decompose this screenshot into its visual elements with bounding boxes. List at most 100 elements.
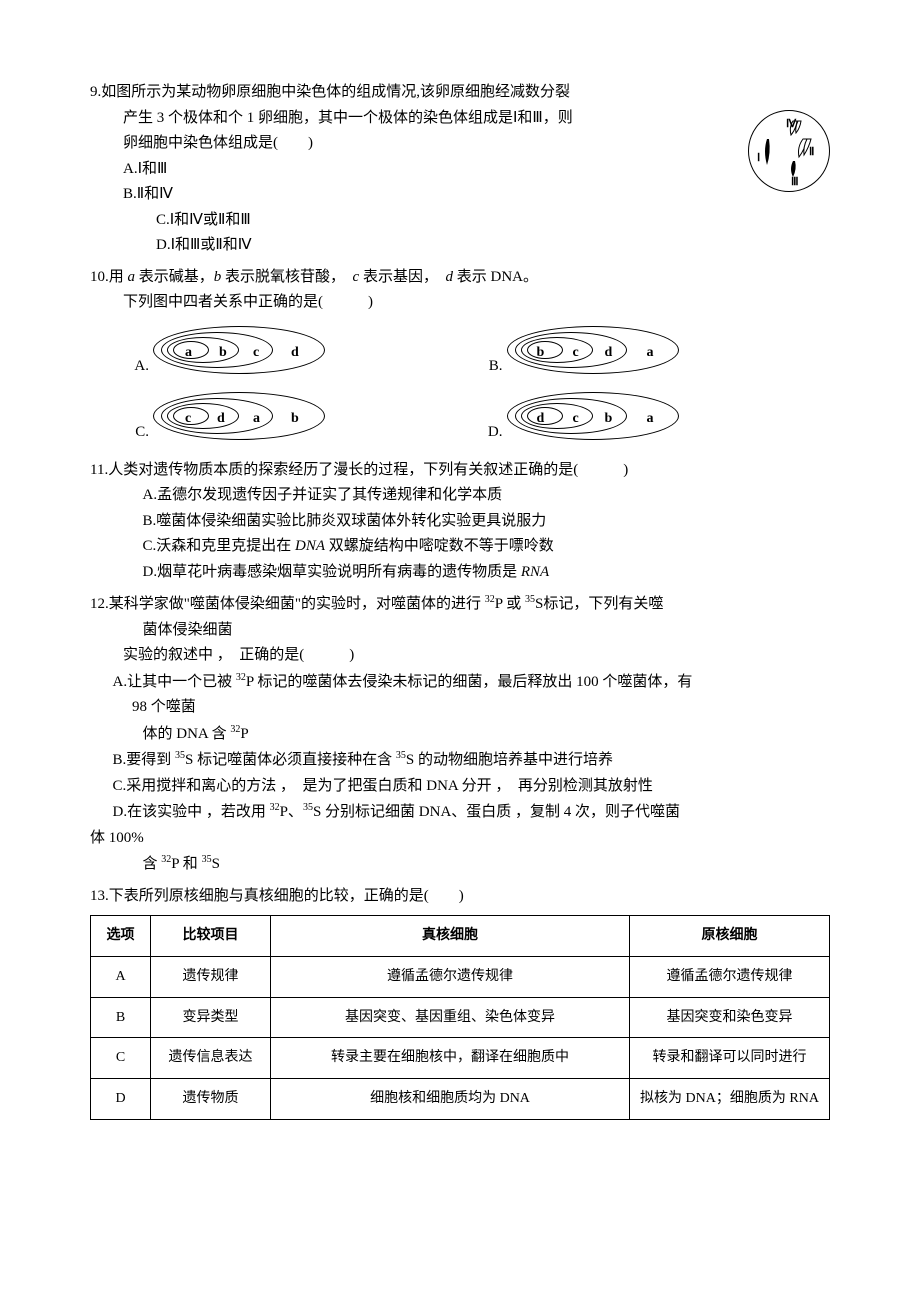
q12-stem-l1: 12.某科学家做"噬菌体侵染细菌"的实验时，对噬菌体的进行 32P 或 35S标… [90,591,830,618]
cell-circle: Ⅰ Ⅱ Ⅲ Ⅳ [748,110,830,192]
q10-stem-l2: 下列图中四者关系中正确的是( ) [90,290,830,316]
q10-opt-d: D. d c b a [477,386,831,446]
q11-number: 11. [90,462,108,478]
cell: D [91,1079,151,1120]
q10-c-label: C. [123,420,153,446]
cell: 遗传信息表达 [151,1038,271,1079]
q12-d2a: 含 [143,856,162,872]
th-0: 选项 [91,916,151,957]
q12-bb: S 标记噬菌体必须直接接种在含 [185,752,396,768]
q11-stem-text: 人类对遗传物质本质的探索经历了漫长的过程，下列有关叙述正确的是( ) [108,462,628,478]
cell: 拟核为 DNA；细胞质为 RNA [630,1079,830,1120]
q10-stem-l1: 10.用 a 表示碱基，b 表示脱氧核苷酸， c 表示基因， d 表示 DNA。 [90,265,830,291]
cell: 变异类型 [151,997,271,1038]
q12-s1b: P 或 [495,596,525,612]
q10-c-l1: d [217,407,225,431]
q10-a-diagram: a b c d [153,320,333,380]
var-d: d [445,269,453,285]
q12-opt-b: B.要得到 35S 标记噬菌体必须直接接种在含 35S 的动物细胞培养基中进行培… [90,747,830,774]
iso-s35-5: 35 [202,854,212,865]
q12-bc: S 的动物细胞培养基中进行培养 [406,752,613,768]
q12-number: 12. [90,596,109,612]
q12-s1c: S标记，下列有关噬 [535,596,663,612]
cell: 遵循孟德尔遗传规律 [271,956,630,997]
q10-d-l0: d [537,407,545,431]
q9-figure: Ⅰ Ⅱ Ⅲ Ⅳ [728,80,830,192]
q9-options: A.Ⅰ和Ⅲ B.Ⅱ和Ⅳ C.Ⅰ和Ⅳ或Ⅱ和Ⅲ D.Ⅰ和Ⅲ或Ⅱ和Ⅳ [90,157,718,259]
var-b: b [214,269,222,285]
iso-s35-4: 35 [303,802,313,813]
question-12: 12.某科学家做"噬菌体侵染细菌"的实验时，对噬菌体的进行 32P 或 35S标… [90,591,830,878]
q9-stem: 9.如图所示为某动物卵原细胞中染色体的组成情况,该卵原细胞经减数分裂 [90,80,718,106]
question-9: 9.如图所示为某动物卵原细胞中染色体的组成情况,该卵原细胞经减数分裂 产生 3 … [90,80,830,259]
q10-opt-c: C. c d a b [123,386,477,446]
q12-opt-a-l1: A.让其中一个已被 32P 标记的噬菌体去侵染未标记的细菌，最后释放出 100 … [90,669,830,696]
q9-opt-a: A.Ⅰ和Ⅲ [123,157,718,183]
iso-p32-1: 32 [485,594,495,605]
iso-p32-4: 32 [270,802,280,813]
q11-opt-a: A.孟德尔发现遗传因子并证实了其传递规律和化学本质 [90,483,830,509]
q12-d1a: D.在该实验中 ，若改用 [113,804,270,820]
q12-d2c: S [212,856,220,872]
q10-number: 10. [90,269,109,285]
q10-d-l1: c [573,407,579,431]
table-row: D 遗传物质 细胞核和细胞质均为 DNA 拟核为 DNA；细胞质为 RNA [91,1079,830,1120]
iso-s35-2: 35 [175,750,185,761]
q11-stem: 11.人类对遗传物质本质的探索经历了漫长的过程，下列有关叙述正确的是( ) [90,458,830,484]
q10-c-diagram: c d a b [153,386,333,446]
q10-a-l2: c [253,341,259,365]
cell: 基因突变和染色变异 [630,997,830,1038]
q10-a-l3: d [291,341,299,365]
q12-opt-a-l3: 体的 DNA 含 32P [90,721,830,748]
q9-opt-b: B.Ⅱ和Ⅳ [123,182,718,208]
label-ii: Ⅱ [809,143,814,162]
q10-b-label: B. [477,354,507,380]
cell: 遗传规律 [151,956,271,997]
q11-d-ital: RNA [521,564,549,580]
q10-opt-b: B. b c d a [477,320,831,380]
q12-opt-d-l1: D.在该实验中 ，若改用 32P、35S 分别标记细菌 DNA、蛋白质 ，复制 … [90,799,830,826]
q10-opt-a: A. a b c d [123,320,477,380]
q9-text-column: 9.如图所示为某动物卵原细胞中染色体的组成情况,该卵原细胞经减数分裂 产生 3 … [90,80,718,259]
q10-c-l2: a [253,407,260,431]
question-10: 10.用 a 表示碱基，b 表示脱氧核苷酸， c 表示基因， d 表示 DNA。… [90,265,830,452]
q12-opt-d-l2: 含 32P 和 35S [90,851,830,878]
cell: 基因突变、基因重组、染色体变异 [271,997,630,1038]
q12-opt-a-l2: 98 个噬菌 [90,695,830,721]
q10-b-l0: b [537,341,545,365]
q9-line2: 产生 3 个极体和个 1 卵细胞，其中一个极体的染色体组成是Ⅰ和Ⅲ，则 [90,106,718,132]
q10-options-grid: A. a b c d B. b c d a [90,320,830,452]
cell: 细胞核和细胞质均为 DNA [271,1079,630,1120]
label-iii: Ⅲ [791,173,799,192]
q10-c-l0: c [185,407,191,431]
comparison-table: 选项 比较项目 真核细胞 原核细胞 A 遗传规律 遵循孟德尔遗传规律 遵循孟德尔… [90,915,830,1120]
q11-c-post: 双螺旋结构中嘧啶数不等于嘌呤数 [325,538,554,554]
q9-line3: 卵细胞中染色体组成是( ) [90,131,718,157]
q13-stem: 13.下表所列原核细胞与真核细胞的比较，正确的是( ) [90,884,830,910]
q10-b-l2: d [605,341,613,365]
q12-d1b: P、 [280,804,303,820]
q9-number: 9. [90,84,101,100]
var-a: a [128,269,136,285]
q11-d-pre: D.烟草花叶病毒感染烟草实验说明所有病毒的遗传物质是 [143,564,521,580]
iso-p32-3: 32 [230,724,240,735]
q12-opt-d-l1-end: 体 100% [90,826,830,852]
var-c: c [353,269,360,285]
table-row: A 遗传规律 遵循孟德尔遗传规律 遵循孟德尔遗传规律 [91,956,830,997]
q12-a3b: P [240,726,248,742]
q10-c-l3: b [291,407,299,431]
q11-opt-d: D.烟草花叶病毒感染烟草实验说明所有病毒的遗传物质是 RNA [90,560,830,586]
q13-number: 13. [90,888,109,904]
iso-s35-3: 35 [396,750,406,761]
q10-d-l2: b [605,407,613,431]
table-row: B 变异类型 基因突变、基因重组、染色体变异 基因突变和染色变异 [91,997,830,1038]
q9-opt-c: C.Ⅰ和Ⅳ或Ⅱ和Ⅲ [123,208,718,234]
q11-opt-b: B.噬菌体侵染细菌实验比肺炎双球菌体外转化实验更具说服力 [90,509,830,535]
iso-p32-2: 32 [236,672,246,683]
q13-stem-text: 下表所列原核细胞与真核细胞的比较，正确的是( ) [109,888,464,904]
q10-d-l3: a [647,407,654,431]
q12-ba: B.要得到 [113,752,176,768]
q12-s1a: 某科学家做"噬菌体侵染细菌"的实验时，对噬菌体的进行 [109,596,485,612]
q12-a1a: A.让其中一个已被 [113,674,236,690]
q10-d-diagram: d c b a [507,386,687,446]
